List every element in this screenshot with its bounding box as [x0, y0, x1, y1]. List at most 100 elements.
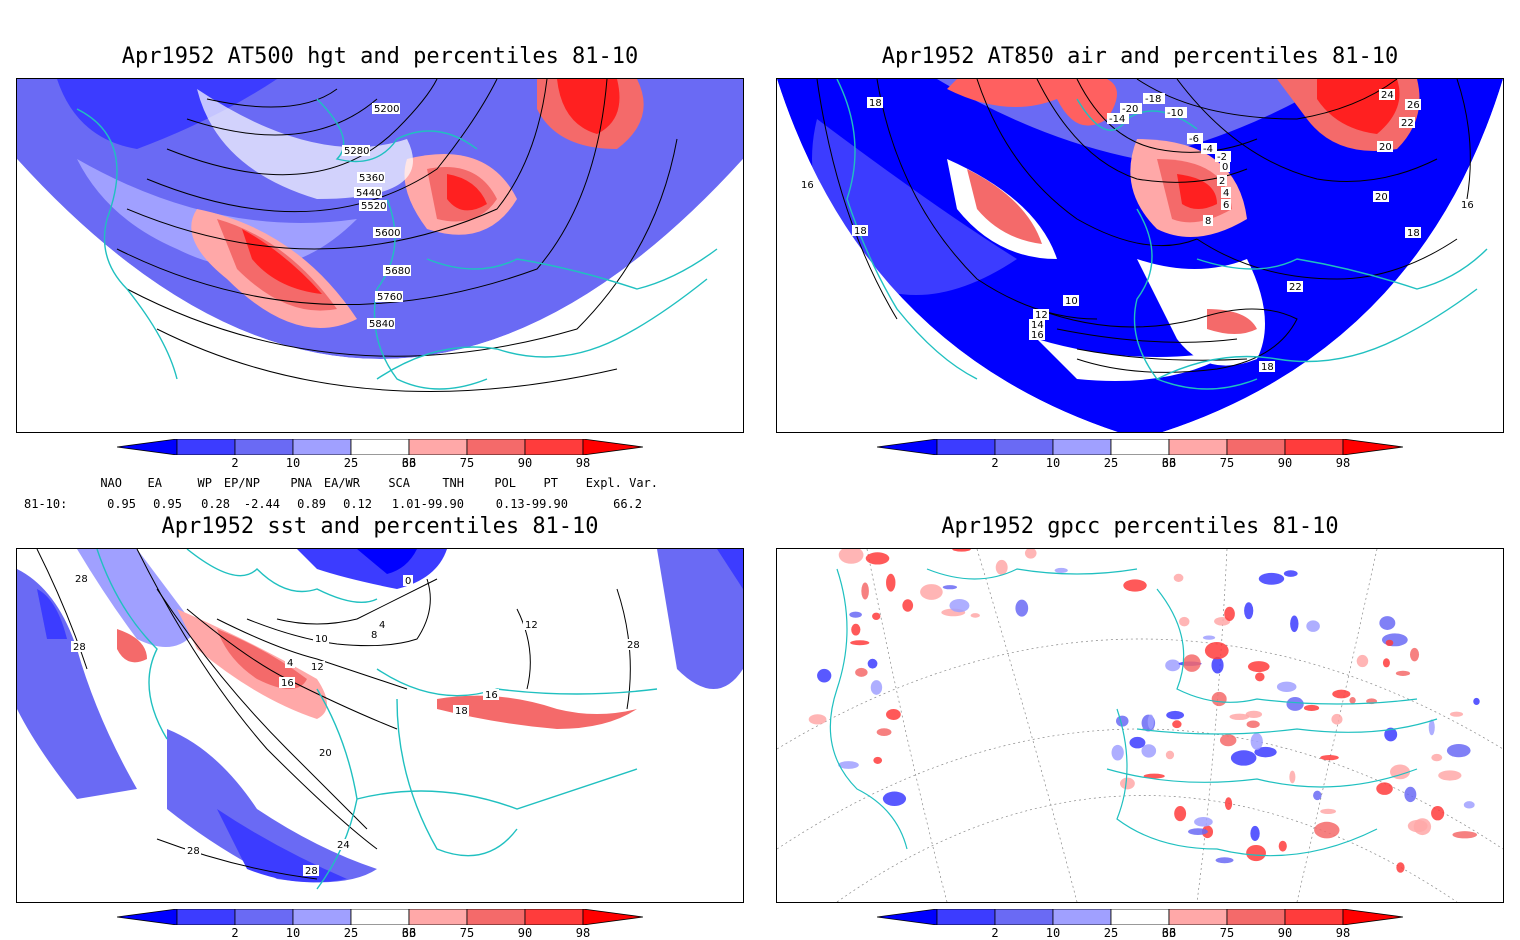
contour-label: 24 [337, 840, 350, 851]
colorbar-arrow-low [876, 908, 938, 926]
colorbar-tick-label: 90 [1277, 456, 1293, 470]
colorbar-tick-label: 66 [401, 456, 417, 470]
contour-label: 12 [311, 662, 324, 673]
contour-label: 12 [525, 620, 538, 631]
contour-label: -18 [1145, 94, 1161, 105]
contour-label: -14 [1109, 114, 1125, 125]
colorbar-tick-label: 2 [231, 456, 239, 470]
colorbar-tick-label: 33 [1161, 926, 1177, 940]
colorbar-segment [1052, 438, 1112, 456]
contour-label: 28 [305, 866, 318, 877]
index-header: EA [147, 476, 162, 490]
contour-label: 5440 [356, 188, 381, 199]
colorbar-arrow-high [582, 438, 644, 456]
index-header: EP/NP [223, 476, 260, 490]
colorbar-tick-label: 98 [575, 456, 591, 470]
colorbar-segment [994, 908, 1054, 926]
index-value-wp: 0.28 [201, 497, 230, 511]
index-value-sca: 1.01-99.90 [391, 497, 464, 511]
contour-label: 16 [801, 180, 814, 191]
contour-label: 5200 [374, 104, 399, 115]
colorbar-segment [1110, 908, 1170, 926]
index-header: SCA [388, 476, 410, 490]
colorbar-tick-label: 90 [517, 456, 533, 470]
colorbar-bottom-left: 2 10 25 33 66 75 90 98 [116, 908, 644, 940]
contour-label: 14 [1031, 320, 1044, 331]
contour-label: 6 [1223, 200, 1229, 211]
index-headers: NAO EA WP EP/NP PNA EA/WR SCA TNH POL PT… [0, 476, 760, 492]
colorbar-tick-label: 75 [459, 926, 475, 940]
contour-label: 12 [1035, 310, 1048, 321]
colorbar-segment [292, 438, 352, 456]
contour-label: 16 [1031, 330, 1044, 341]
colorbar-tick-label: 90 [1277, 926, 1293, 940]
contour-label: 20 [319, 748, 332, 759]
contour-label: 18 [854, 226, 867, 237]
colorbar-segment [524, 438, 584, 456]
colorbar-tick-label: 90 [517, 926, 533, 940]
index-header: TNH [442, 476, 464, 490]
colorbar-tick-label: 2 [991, 456, 999, 470]
colorbar-tick-label: 33 [401, 926, 417, 940]
colorbar-segment [1284, 438, 1344, 456]
contour-label: 18 [1407, 228, 1420, 239]
index-value-epnp: -2.44 [243, 497, 280, 511]
colorbar-segment [1052, 908, 1112, 926]
colorbar-segment [292, 908, 352, 926]
contour-label: 5680 [385, 266, 410, 277]
panel-title-sst: Apr1952 sst and percentiles 81-10 [161, 514, 599, 539]
colorbar-segment [176, 438, 236, 456]
map-sst: 28 28 0 4 8 10 4 12 16 16 18 20 24 28 28 12 28 [16, 548, 744, 903]
contour-label: 16 [1461, 200, 1474, 211]
colorbar-segment [994, 438, 1054, 456]
contour-label: 28 [73, 642, 86, 653]
colorbar-segment [350, 908, 410, 926]
contour-label: 0 [405, 576, 411, 587]
colorbar-segment [524, 908, 584, 926]
colorbar-tick-label: 25 [343, 926, 359, 940]
colorbar-tick-label: 98 [1335, 926, 1351, 940]
colorbar-arrow-low [116, 908, 178, 926]
map-gpcc [776, 548, 1504, 903]
index-header: POL [494, 476, 516, 490]
contour-label: -2 [1217, 152, 1227, 163]
contour-label: 10 [315, 634, 328, 645]
map-air: 18 16 18 -20 -14 -18 -10 -6 -4 -2 0 2 4 6 8 10 12 14 16 18 2… [776, 78, 1504, 433]
colorbar-segment [176, 908, 236, 926]
contour-label: 20 [1375, 192, 1388, 203]
contour-label: 10 [1065, 296, 1078, 307]
contour-label: 28 [627, 640, 640, 651]
contour-label: 28 [75, 574, 88, 585]
contour-label: -20 [1122, 104, 1138, 115]
contour-label: 5520 [361, 201, 386, 212]
contour-label: 5760 [377, 292, 402, 303]
colorbar-tick-label: 25 [1103, 456, 1119, 470]
colorbar-segment [234, 438, 294, 456]
colorbar-tick-label: 66 [1161, 456, 1177, 470]
contour-label: 22 [1401, 118, 1414, 129]
colorbar-segment [466, 438, 526, 456]
contour-label: 4 [1223, 188, 1229, 199]
index-value-pna: 0.89 [297, 497, 326, 511]
colorbar-tick-label: 66 [401, 926, 417, 940]
panel-title-gpcc: Apr1952 gpcc percentiles 81-10 [941, 514, 1339, 539]
colorbar-segment [350, 438, 410, 456]
colorbar-tick-label: 10 [285, 456, 301, 470]
contour-label: -4 [1203, 144, 1213, 155]
colorbar-segment [1110, 438, 1170, 456]
contour-label: -10 [1167, 108, 1183, 119]
colorbar-top-right: 2 10 25 33 66 75 90 98 [876, 438, 1404, 470]
colorbar-arrow-low [876, 438, 938, 456]
colorbar-segment [408, 438, 468, 456]
colorbar-bottom-right: 2 10 25 33 66 75 90 98 [876, 908, 1404, 940]
contour-label: 16 [485, 690, 498, 701]
colorbar-tick-label: 66 [1161, 926, 1177, 940]
contour-label: 8 [1205, 216, 1211, 227]
colorbar-segment [1226, 438, 1286, 456]
projection-sector [17, 79, 743, 359]
colorbar-segment [1168, 908, 1228, 926]
colorbar-segment [408, 908, 468, 926]
contour-label: 4 [379, 620, 385, 631]
colorbar-tick-label: 75 [1219, 456, 1235, 470]
index-value-expl-var: 66.2 [613, 497, 642, 511]
